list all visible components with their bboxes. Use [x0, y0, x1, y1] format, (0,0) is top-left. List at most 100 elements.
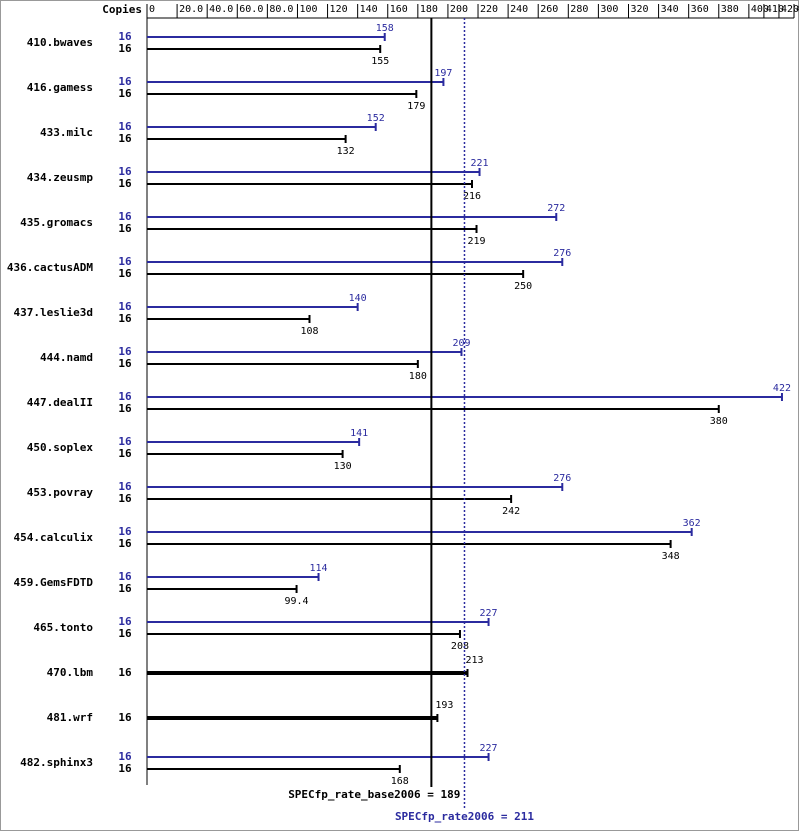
category-label: 416.gamess — [27, 81, 93, 94]
reference-label: SPECfp_rate_base2006 = 189 — [288, 788, 460, 801]
category-label: 482.sphinx3 — [20, 756, 93, 769]
copies-label: 16 — [118, 255, 132, 268]
category-label: 481.wrf — [47, 711, 93, 724]
copies-label: 16 — [118, 177, 132, 190]
value-label: 140 — [349, 293, 367, 304]
copies-label: 16 — [118, 447, 132, 460]
copies-label: 16 — [118, 711, 132, 724]
copies-label: 16 — [118, 267, 132, 280]
copies-header: Copies — [102, 3, 142, 16]
value-label: 422 — [773, 383, 791, 394]
x-tick-label: 100 — [299, 4, 317, 15]
copies-label: 16 — [118, 666, 132, 679]
value-label: 193 — [435, 700, 453, 711]
copies-label: 16 — [118, 582, 132, 595]
copies-label: 16 — [118, 120, 132, 133]
copies-label: 16 — [118, 492, 132, 505]
category-label: 435.gromacs — [20, 216, 93, 229]
copies-label: 16 — [118, 762, 132, 775]
category-label: 410.bwaves — [27, 36, 93, 49]
value-label: 130 — [334, 461, 352, 472]
category-label: 459.GemsFDTD — [14, 576, 94, 589]
value-label: 114 — [309, 563, 327, 574]
value-label: 158 — [376, 23, 394, 34]
copies-label: 16 — [118, 210, 132, 223]
copies-label: 16 — [118, 537, 132, 550]
x-tick-label: 60.0 — [239, 4, 263, 15]
value-label: 227 — [480, 743, 498, 754]
value-label: 250 — [514, 281, 532, 292]
category-label: 454.calculix — [14, 531, 94, 544]
value-label: 276 — [553, 473, 571, 484]
copies-label: 16 — [118, 132, 132, 145]
category-label: 447.dealII — [27, 396, 93, 409]
copies-label: 16 — [118, 435, 132, 448]
copies-label: 16 — [118, 390, 132, 403]
x-tick-label: 0 — [149, 4, 155, 15]
category-label: 453.povray — [27, 486, 94, 499]
category-label: 434.zeusmp — [27, 171, 94, 184]
category-label: 437.leslie3d — [14, 306, 93, 319]
copies-label: 16 — [118, 300, 132, 313]
copies-label: 16 — [118, 42, 132, 55]
copies-label: 16 — [118, 30, 132, 43]
value-label: 272 — [547, 203, 565, 214]
copies-label: 16 — [118, 345, 132, 358]
x-tick-label: 380 — [721, 4, 739, 15]
copies-label: 16 — [118, 312, 132, 325]
x-tick-label: 140 — [360, 4, 378, 15]
value-label: 242 — [502, 506, 520, 517]
value-label: 108 — [300, 326, 318, 337]
value-label: 348 — [662, 551, 680, 562]
category-label: 470.lbm — [47, 666, 94, 679]
value-label: 221 — [470, 158, 488, 169]
copies-label: 16 — [118, 480, 132, 493]
value-label: 219 — [467, 236, 485, 247]
value-label: 180 — [409, 371, 427, 382]
copies-label: 16 — [118, 87, 132, 100]
copies-label: 16 — [118, 75, 132, 88]
x-tick-label: 430 — [796, 4, 799, 15]
x-tick-label: 420 — [781, 4, 799, 15]
copies-label: 16 — [118, 222, 132, 235]
copies-label: 16 — [118, 525, 132, 538]
value-label: 227 — [480, 608, 498, 619]
value-label: 155 — [371, 56, 389, 67]
value-label: 209 — [452, 338, 470, 349]
copies-label: 16 — [118, 570, 132, 583]
copies-label: 16 — [118, 402, 132, 415]
category-label: 450.soplex — [27, 441, 94, 454]
value-label: 132 — [337, 146, 355, 157]
copies-label: 16 — [118, 165, 132, 178]
x-tick-label: 260 — [540, 4, 558, 15]
value-label: 216 — [463, 191, 481, 202]
x-tick-label: 320 — [630, 4, 648, 15]
copies-label: 16 — [118, 357, 132, 370]
category-label: 465.tonto — [33, 621, 93, 634]
value-label: 99.4 — [285, 596, 309, 607]
x-tick-label: 120 — [330, 4, 348, 15]
x-tick-label: 200 — [450, 4, 468, 15]
copies-label: 16 — [118, 627, 132, 640]
x-tick-label: 360 — [691, 4, 709, 15]
value-label: 362 — [683, 518, 701, 529]
x-tick-label: 400 — [751, 4, 769, 15]
x-tick-label: 40.0 — [209, 4, 233, 15]
x-tick-label: 410 — [766, 4, 784, 15]
x-tick-label: 80.0 — [269, 4, 293, 15]
value-label: 380 — [710, 416, 728, 427]
x-tick-label: 340 — [661, 4, 679, 15]
category-label: 433.milc — [40, 126, 93, 139]
category-label: 444.namd — [40, 351, 93, 364]
value-label: 213 — [465, 655, 483, 666]
x-tick-label: 280 — [570, 4, 588, 15]
x-tick-label: 180 — [420, 4, 438, 15]
copies-label: 16 — [118, 750, 132, 763]
copies-label: 16 — [118, 615, 132, 628]
value-label: 208 — [451, 641, 469, 652]
value-label: 179 — [407, 101, 425, 112]
value-label: 168 — [391, 776, 409, 787]
value-label: 152 — [367, 113, 385, 124]
